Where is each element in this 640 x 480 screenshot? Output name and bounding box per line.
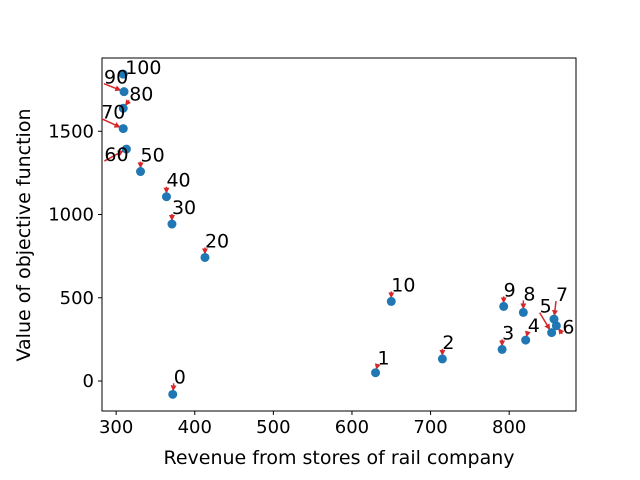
scatter-point [118,103,128,113]
y-tick-label: 1000 [48,205,94,226]
scatter-point [549,314,559,324]
x-tick-label: 300 [99,417,133,438]
point-label: 60 [104,144,128,166]
scatter-point [136,167,146,177]
x-axis-ticks: 300 400 500 600 700 800 [99,411,526,438]
annotation-arrow [100,117,121,128]
annotation-arrow [170,383,177,392]
y-axis-label: Value of objective function [13,109,35,362]
point-label: 5 [540,296,552,318]
y-tick-label: 1500 [48,121,94,142]
point-label: 10 [391,274,415,296]
scatter-point [547,328,557,338]
annotation-arrow [374,363,381,370]
scatter-point [118,124,128,134]
y-tick-label: 500 [60,288,94,309]
y-axis-ticks: 0 500 1000 1500 [48,121,102,392]
x-tick-label: 400 [178,417,212,438]
point-label: 3 [502,322,514,344]
point-label: 20 [205,230,229,252]
scatter-point [167,219,177,229]
scatter-point [386,296,396,306]
scatter-point [497,344,507,354]
y-tick-label: 0 [83,371,94,392]
scatter-point [119,87,129,97]
scatter-point [161,192,171,202]
annotation-arrow [125,99,132,106]
point-label: 30 [172,197,196,219]
point-label: 90 [104,67,128,89]
point-label: 2 [442,332,454,354]
point-label: 80 [129,83,153,105]
point-label: 100 [125,57,161,79]
point-label: 40 [166,170,190,192]
annotation-arrow [103,82,122,92]
x-tick-label: 600 [335,417,369,438]
scatter-point [168,389,178,399]
x-axis-label: Revenue from stores of rail company [163,447,514,469]
scatter-point [437,354,447,364]
data-points [118,69,561,399]
annotation-arrow [104,150,124,162]
x-tick-label: 700 [413,417,447,438]
point-label: 50 [141,145,165,167]
point-label: 6 [562,317,574,339]
scatter-point [118,69,128,79]
scatter-point [499,301,509,311]
annotation-arrow [558,328,565,335]
plot-area [101,57,577,412]
x-tick-label: 500 [256,417,290,438]
point-label: 1 [378,348,390,370]
point-label: 7 [556,284,568,306]
point-label: 70 [101,102,125,124]
scatter-point [518,307,528,317]
annotation-arrows [100,71,565,392]
scatter-point [200,252,210,262]
point-label: 9 [504,279,516,301]
x-tick-label: 800 [492,417,526,438]
scatter-point [371,368,381,378]
point-label: 8 [523,283,535,305]
scatter-point [121,144,131,154]
point-label: 4 [528,315,540,337]
point-label: 0 [174,366,186,388]
annotation-arrow [538,312,551,331]
scatter-point [521,335,531,345]
annotation-arrow [552,301,558,317]
annotation-arrow [524,330,531,338]
